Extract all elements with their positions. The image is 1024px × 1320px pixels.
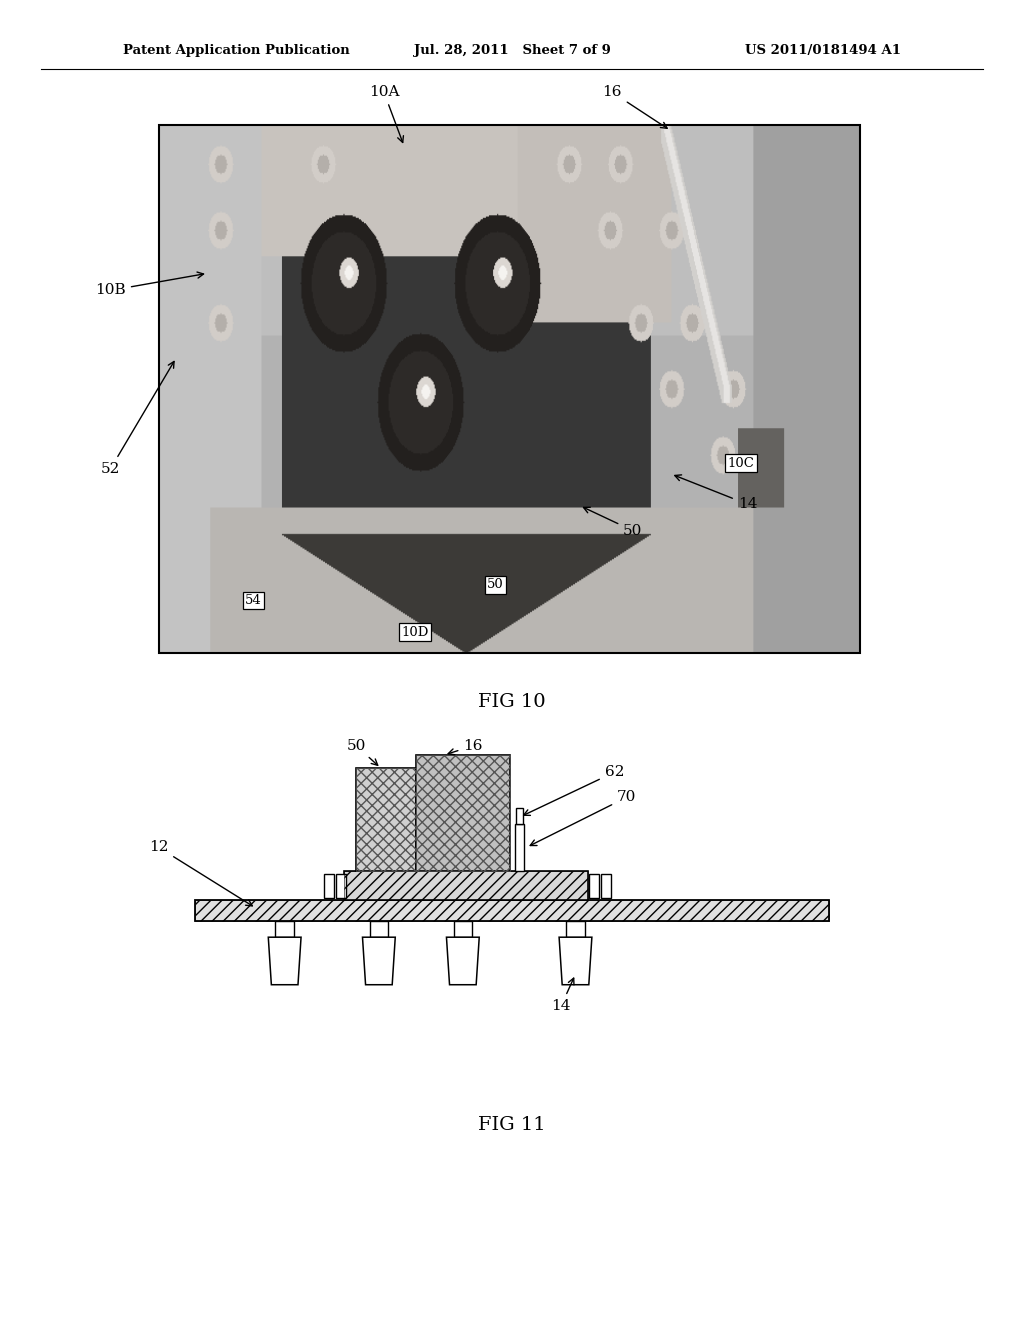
- Bar: [416, 755, 510, 871]
- Polygon shape: [268, 937, 301, 985]
- Text: 50: 50: [487, 578, 504, 591]
- Bar: [566, 921, 585, 937]
- Bar: [336, 874, 346, 898]
- Bar: [589, 874, 599, 898]
- Bar: [159, 125, 860, 653]
- Text: 14: 14: [551, 978, 574, 1012]
- Text: 62: 62: [523, 766, 625, 816]
- Text: FIG 11: FIG 11: [478, 1115, 546, 1134]
- Text: 50: 50: [347, 739, 378, 766]
- Text: Jul. 28, 2011   Sheet 7 of 9: Jul. 28, 2011 Sheet 7 of 9: [414, 44, 610, 57]
- Text: Patent Application Publication: Patent Application Publication: [123, 44, 349, 57]
- Text: 50: 50: [584, 507, 642, 537]
- Text: FIG 10: FIG 10: [478, 693, 546, 711]
- Text: 16: 16: [602, 86, 668, 128]
- Bar: [356, 768, 416, 871]
- Bar: [356, 768, 416, 871]
- Text: 14: 14: [675, 475, 758, 511]
- Bar: [516, 808, 523, 824]
- Text: US 2011/0181494 A1: US 2011/0181494 A1: [745, 44, 901, 57]
- Bar: [344, 871, 588, 900]
- Bar: [344, 871, 588, 900]
- Text: 10C: 10C: [727, 457, 755, 470]
- Bar: [515, 824, 524, 871]
- Text: 10B: 10B: [95, 272, 204, 297]
- Text: 54: 54: [245, 594, 262, 607]
- Polygon shape: [362, 937, 395, 985]
- Bar: [601, 874, 611, 898]
- Bar: [195, 900, 829, 921]
- Text: 10A: 10A: [369, 86, 403, 143]
- Polygon shape: [446, 937, 479, 985]
- Text: 10D: 10D: [401, 626, 428, 639]
- Text: 70: 70: [530, 791, 636, 846]
- Text: 16: 16: [449, 739, 483, 755]
- Bar: [454, 921, 472, 937]
- Bar: [324, 874, 334, 898]
- Bar: [275, 921, 294, 937]
- Bar: [195, 900, 829, 921]
- Text: 52: 52: [101, 362, 174, 475]
- Polygon shape: [559, 937, 592, 985]
- Bar: [370, 921, 388, 937]
- Bar: [416, 755, 510, 871]
- Text: 12: 12: [148, 841, 252, 906]
